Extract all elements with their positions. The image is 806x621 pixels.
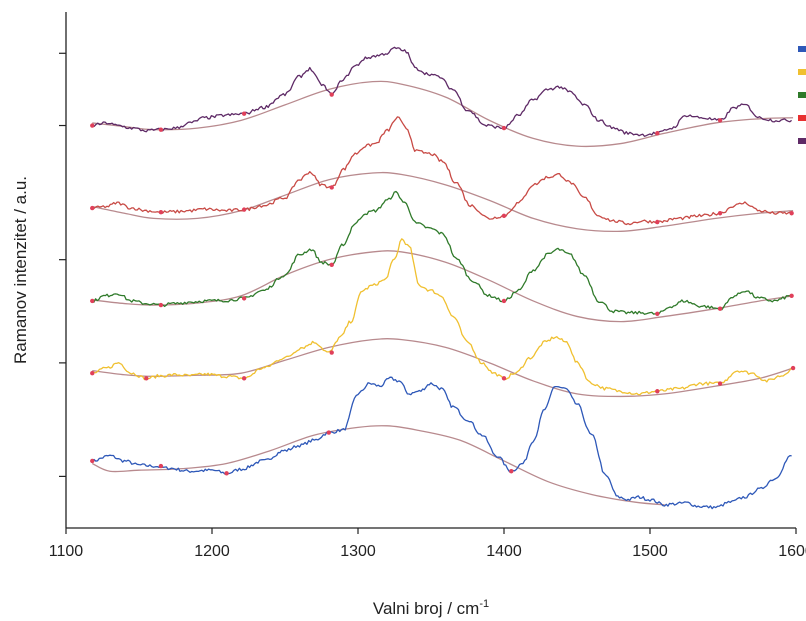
anchor-marker	[90, 458, 95, 464]
anchor-marker	[789, 211, 794, 216]
anchor-marker	[655, 311, 660, 317]
baseline-curve	[92, 80, 794, 148]
anchor-marker	[158, 210, 164, 215]
anchor-marker	[501, 298, 507, 304]
baseline-curve	[92, 250, 794, 323]
anchor-marker-layer	[90, 92, 796, 476]
legend-swatch	[798, 46, 806, 52]
anchor-marker	[717, 118, 723, 123]
y-axis-label: Ramanov intenzitet / a.u.	[11, 176, 30, 364]
legend-swatch	[798, 69, 806, 75]
anchor-marker	[144, 376, 149, 381]
anchor-marker	[326, 430, 331, 435]
anchor-marker	[241, 207, 247, 212]
legend-swatch	[798, 115, 806, 121]
anchor-marker	[158, 127, 164, 132]
anchor-marker	[717, 381, 723, 386]
anchor-marker	[158, 302, 164, 308]
x-ticks: 1100 1200 1300 1400 1500 1600	[49, 528, 806, 560]
y-ticks	[59, 52, 66, 477]
x-tick-label: 1300	[340, 543, 376, 560]
baseline-curve	[91, 425, 665, 506]
x-axis-label: Valni broj / cm-1	[373, 598, 489, 618]
legend-swatches	[798, 46, 806, 144]
x-tick-label: 1500	[632, 543, 668, 560]
anchor-marker	[158, 463, 164, 469]
anchor-marker	[241, 296, 247, 301]
spectrum-line	[91, 376, 792, 510]
anchor-marker	[90, 123, 95, 128]
anchor-marker	[501, 376, 507, 381]
x-tick-label: 1100	[49, 543, 84, 560]
anchor-marker	[329, 92, 334, 97]
anchor-marker	[717, 211, 723, 216]
anchor-marker	[224, 471, 229, 476]
baseline-curve	[92, 338, 794, 398]
anchor-marker	[655, 389, 660, 394]
legend-swatch	[798, 138, 806, 144]
spectrum-line	[92, 238, 794, 396]
anchor-marker	[329, 185, 334, 190]
spectrum-line	[92, 116, 792, 226]
anchor-marker	[241, 376, 247, 381]
anchor-marker	[501, 125, 507, 131]
anchor-marker	[241, 111, 247, 116]
series-layer	[91, 46, 794, 510]
anchor-marker	[329, 262, 334, 268]
baseline-layer	[91, 80, 794, 506]
x-tick-label: 1400	[486, 543, 522, 560]
anchor-marker	[90, 298, 95, 304]
x-axis-label-superscript: -1	[479, 598, 489, 610]
anchor-marker	[717, 306, 723, 311]
anchor-marker	[790, 365, 796, 371]
legend-swatch	[798, 92, 806, 98]
anchor-marker	[509, 469, 514, 474]
spectrum-line	[92, 46, 792, 137]
x-tick-label: 1600	[778, 543, 806, 560]
anchor-marker	[90, 205, 95, 211]
anchor-marker	[789, 293, 794, 298]
x-tick-label: 1200	[194, 543, 230, 560]
anchor-marker	[90, 371, 95, 376]
anchor-marker	[655, 131, 660, 136]
x-axis-label-text: Valni broj / cm	[373, 599, 479, 618]
baseline-curve	[92, 171, 794, 233]
anchor-marker	[501, 213, 507, 219]
anchor-marker	[329, 350, 334, 355]
spectrum-line	[91, 190, 792, 315]
anchor-marker	[655, 219, 660, 225]
